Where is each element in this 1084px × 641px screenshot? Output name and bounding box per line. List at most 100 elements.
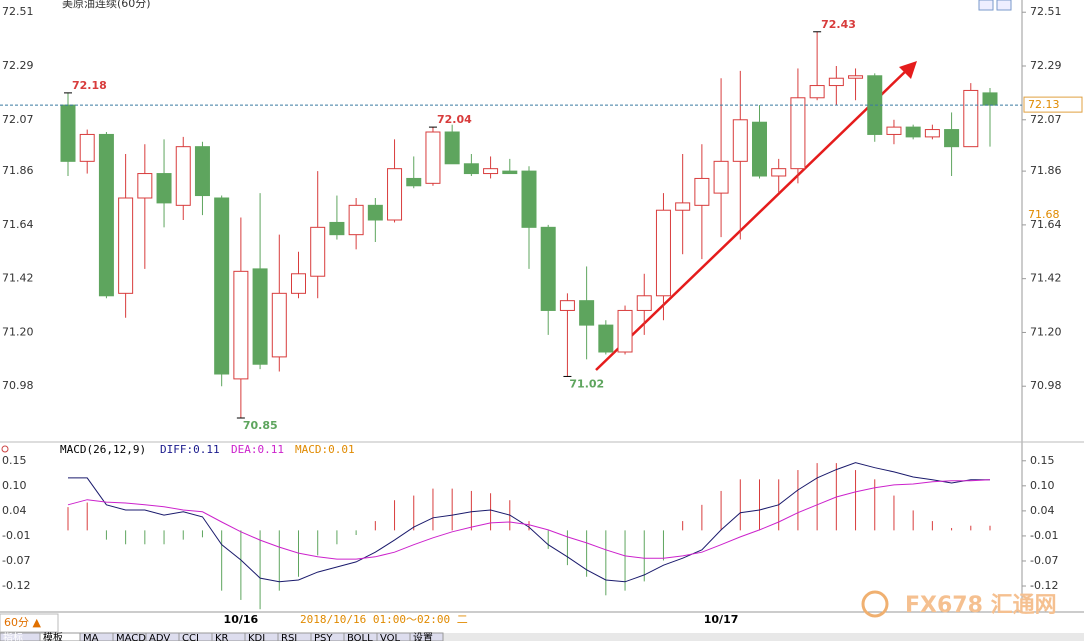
last-price-label: 72.13 xyxy=(1028,98,1060,111)
macd-line xyxy=(68,462,990,583)
macd-title: MACD(26,12,9) xyxy=(60,443,146,456)
candle-body xyxy=(98,133,114,297)
candle-body xyxy=(944,129,960,148)
period-box[interactable] xyxy=(0,613,59,633)
candle-body xyxy=(809,85,825,99)
candle-body xyxy=(617,309,633,353)
y-tick-label: 72.51 xyxy=(2,5,34,18)
tab-label[interactable]: RSI xyxy=(281,633,297,641)
tab-label[interactable]: PSY xyxy=(314,633,333,641)
settings-icon[interactable] xyxy=(1,445,9,453)
y-tick-label: -0.07 xyxy=(2,554,30,567)
tab-label[interactable]: 模板 xyxy=(43,631,63,641)
y-tick-label: 72.07 xyxy=(2,113,34,126)
y-tick-label: 71.20 xyxy=(1030,325,1062,338)
candle-body xyxy=(540,226,556,311)
y-tick-label: 71.42 xyxy=(1030,272,1062,285)
y-tick-label: 72.29 xyxy=(1030,59,1062,72)
y-tick-label: 72.51 xyxy=(1030,5,1062,18)
y-tick-label: 72.29 xyxy=(2,59,34,72)
candle-body xyxy=(636,295,652,311)
candle-body xyxy=(156,173,172,204)
y-tick-label: 71.20 xyxy=(2,325,34,338)
candle-body xyxy=(694,177,710,206)
tab-label[interactable]: 设置 xyxy=(413,632,433,641)
candle-body xyxy=(291,273,306,294)
y-tick-label: -0.12 xyxy=(2,579,30,592)
tab-label[interactable]: 指标 xyxy=(3,631,23,641)
candle-body xyxy=(752,121,767,177)
y-tick-label: 0.10 xyxy=(2,479,27,492)
tab-label[interactable]: MA xyxy=(83,633,99,641)
tab-label[interactable]: BOLL xyxy=(347,633,373,641)
tab-label[interactable]: MACD xyxy=(116,633,146,641)
candle-body xyxy=(828,77,844,87)
arrow-head xyxy=(899,61,917,79)
y-tick-label: 70.98 xyxy=(2,379,34,392)
candle-body xyxy=(387,168,403,221)
candle-body xyxy=(194,146,210,197)
macd-stat: DIFF:0.11 xyxy=(160,443,220,456)
candle-body xyxy=(886,126,902,135)
y-tick-label: 71.64 xyxy=(1030,218,1062,231)
candle-body xyxy=(137,173,153,199)
candle-body xyxy=(732,119,748,162)
candle-body xyxy=(790,97,806,170)
y-tick-label: 0.15 xyxy=(1030,454,1055,467)
candle-body xyxy=(252,268,268,365)
candle-body xyxy=(924,129,940,138)
y-tick-label: -0.12 xyxy=(1030,579,1058,592)
candle-body xyxy=(502,170,518,175)
trend-arrow xyxy=(595,67,910,371)
candle-body xyxy=(271,292,287,358)
window-button[interactable] xyxy=(996,0,1012,11)
y-tick-label: 70.98 xyxy=(1030,379,1062,392)
candle-body xyxy=(406,177,422,187)
candle-body xyxy=(329,221,345,236)
candle-body xyxy=(848,75,864,79)
tab-bar xyxy=(0,633,1084,641)
y-tick-label: -0.01 xyxy=(1030,529,1058,542)
candle-body xyxy=(175,146,191,206)
tab-label[interactable]: KDJ xyxy=(248,633,265,641)
tab-label[interactable]: CCI xyxy=(182,633,199,641)
last-price-box xyxy=(1023,96,1083,113)
candle-body xyxy=(579,300,595,326)
window-button[interactable] xyxy=(978,0,994,11)
y-tick-label: 71.86 xyxy=(1030,164,1062,177)
y-tick-label: 0.10 xyxy=(1030,479,1055,492)
tab-label[interactable]: KR xyxy=(215,633,229,641)
candle-body xyxy=(867,75,883,135)
y-tick-label: 71.42 xyxy=(2,272,34,285)
tab[interactable] xyxy=(409,632,444,641)
tab-label[interactable]: VOL xyxy=(380,633,401,641)
candle-body xyxy=(675,202,691,211)
high-annotation: 72.04 xyxy=(437,113,472,126)
high-annotation: 72.18 xyxy=(72,79,107,92)
candle-body xyxy=(655,209,671,297)
macd-stat: DEA:0.11 xyxy=(231,443,284,456)
candle-body xyxy=(463,163,479,175)
macd-line xyxy=(67,479,991,560)
candle-body xyxy=(713,160,729,194)
macd-stat: MACD:0.01 xyxy=(295,443,355,456)
low-annotation: 70.85 xyxy=(243,419,278,432)
low-annotation: 71.02 xyxy=(569,377,604,390)
candle-body xyxy=(79,133,95,162)
high-annotation: 72.43 xyxy=(821,18,856,31)
watermark-text: FX678 汇通网 xyxy=(905,593,1057,618)
candle-body xyxy=(771,168,787,177)
chart-title: 美原油连续(60分) xyxy=(62,0,151,10)
period-label[interactable]: 60分 ▲ xyxy=(4,616,41,629)
candle-body xyxy=(963,89,979,148)
y-tick-label: 0.04 xyxy=(2,504,27,517)
tab-label[interactable]: ADV xyxy=(149,633,170,641)
y-tick-label: 0.15 xyxy=(2,454,27,467)
candle-body xyxy=(483,168,499,175)
candle-body xyxy=(905,126,921,138)
level-label: 71.68 xyxy=(1028,208,1060,221)
candle-body xyxy=(425,131,441,184)
y-tick-label: 71.86 xyxy=(2,164,34,177)
